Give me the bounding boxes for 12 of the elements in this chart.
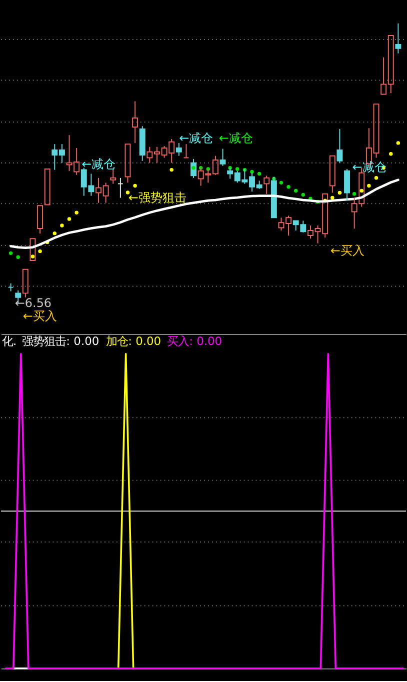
- text: 买入: 0.00: [167, 334, 222, 348]
- text: 强势狙击: 0.00: [22, 334, 100, 348]
- annotation: ←减仓: [82, 156, 116, 171]
- annotation: ←强势狙击: [128, 190, 186, 205]
- annotation: ←买入: [330, 243, 364, 258]
- series-label: 加仓: 0.00: [106, 334, 162, 348]
- annotation: ←减仓: [218, 130, 253, 145]
- text: ←买入: [22, 309, 57, 324]
- annotation: ←减仓: [179, 130, 214, 145]
- annotation: ←减仓: [352, 160, 386, 174]
- annotation: ←6.56: [14, 296, 52, 310]
- chart-title: 化.: [2, 334, 17, 348]
